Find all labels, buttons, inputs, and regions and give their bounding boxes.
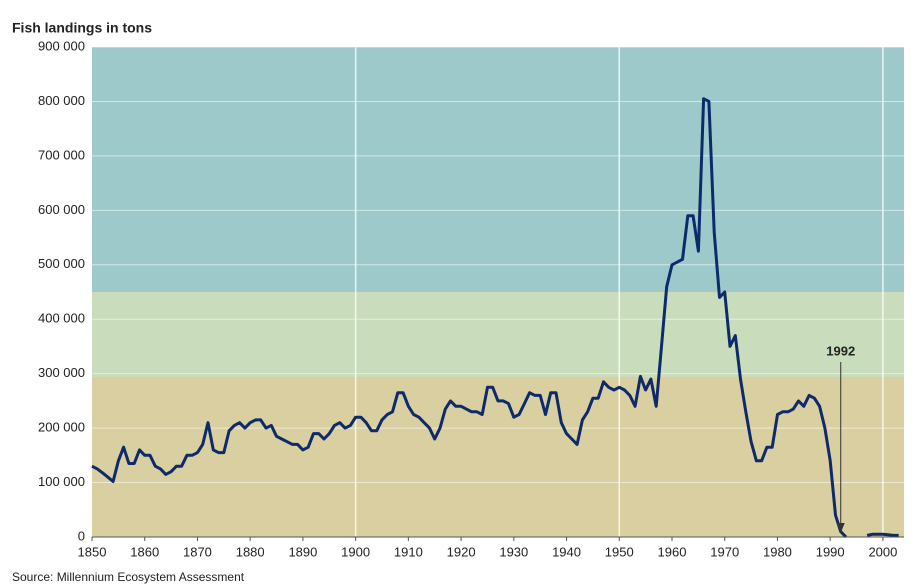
x-tick-label: 1970 [710,544,739,559]
x-tick-label: 1880 [236,544,265,559]
x-tick-label: 1860 [130,544,159,559]
x-tick-label: 1920 [447,544,476,559]
x-tick-label: 1900 [341,544,370,559]
marks [91,97,899,539]
chart-title: Fish landings in tons [12,20,152,36]
x-tick-label: 1960 [658,544,687,559]
y-tick-label: 200 000 [38,420,85,435]
y-tick-label: 400 000 [38,311,85,326]
y-tick-label: 600 000 [38,202,85,217]
x-tick-label: 1950 [605,544,634,559]
x-tick-label: 1930 [499,544,528,559]
sky-band [92,47,904,292]
y-tick-label: 700 000 [38,147,85,162]
source-note: Source: Millennium Ecosystem Assessment [12,570,245,584]
y-tick-label: 800 000 [38,93,85,108]
x-tick-label: 1940 [552,544,581,559]
y-tick-label: 300 000 [38,365,85,380]
data-line [91,97,899,539]
x-tick-label: 2000 [868,544,897,559]
x-tick-label: 1870 [183,544,212,559]
x-tick-label: 1910 [394,544,423,559]
annotation-label: 1992 [826,343,855,358]
shelf-band [92,292,904,377]
y-tick-label: 0 [78,528,85,543]
x-tick-label: 1990 [816,544,845,559]
seabed-band [92,377,904,537]
grid [92,46,904,538]
x-tick-label: 1980 [763,544,792,559]
y-tick-label: 500 000 [38,256,85,271]
y-tick-label: 100 000 [38,474,85,489]
annotation-arrowhead [836,523,845,533]
y-tick-label: 900 000 [38,38,85,53]
x-tick-label: 1890 [288,544,317,559]
x-tick-label: 1850 [78,544,107,559]
